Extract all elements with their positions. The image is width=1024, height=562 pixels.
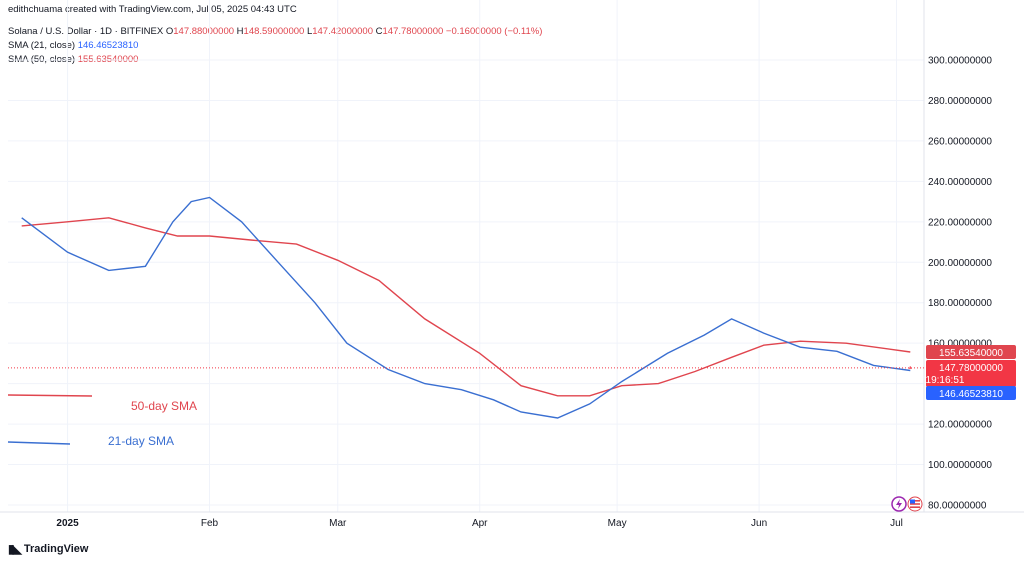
svg-text:155.63540000: 155.63540000 [939,348,1003,359]
gridlines [8,0,924,512]
x-tick-label: Feb [201,518,219,529]
attribution: edithchuama created with TradingView.com… [8,4,297,15]
y-tick-label: 220.00000000 [928,217,992,228]
x-tick-label: Jun [751,518,767,529]
price-tag-sma50: 155.63540000 [926,345,1016,359]
price-axis: 80.00000000100.00000000120.00000000140.0… [928,56,992,512]
symbol-label[interactable]: Solana / U.S. Dollar · 1D · BITFINEX [8,26,164,37]
x-tick-label: Apr [472,518,488,529]
ohlc-close: C147.78000000 [375,26,444,37]
svg-text:147.78000000: 147.78000000 [939,363,1003,374]
price-tag-last: 147.78000000 19:16:51 [926,360,1016,387]
symbol-ohlc-line: Solana / U.S. Dollar · 1D · BITFINEX O14… [8,26,542,37]
svg-text:146.46523810: 146.46523810 [939,389,1003,400]
y-tick-label: 80.00000000 [928,501,987,512]
y-tick-label: 300.00000000 [928,56,992,67]
sma21-legend[interactable]: SMA (21, close) 146.46523810 [8,40,139,51]
us-flag-icon[interactable] [907,496,923,512]
tradingview-logo-icon: ▮◣ [8,542,22,556]
tradingview-brand: TradingView [23,543,89,555]
y-tick-label: 280.00000000 [928,96,992,107]
y-tick-label: 240.00000000 [928,177,992,188]
sma50-line [21,217,911,397]
x-tick-label: Mar [329,518,347,529]
ohlc-change: −0.16000000 (−0.11%) [445,26,543,37]
time-axis: 2025 Feb Mar Apr May Jun Jul [56,518,903,529]
ohlc-high: H148.59000000 [236,26,305,37]
sma21-line [21,196,911,419]
x-tick-label: Jul [890,518,903,529]
y-tick-label: 120.00000000 [928,420,992,431]
x-tick-label: May [608,518,627,529]
candles [908,366,912,369]
y-tick-label: 260.00000000 [928,136,992,147]
annotation-sma21-label: 21-day SMA [108,434,174,448]
y-tick-label: 100.00000000 [928,460,992,471]
ohlc-low: L147.42000000 [306,26,373,37]
annotation-sma21: 21-day SMA [7,434,174,448]
annotation-sma50-label: 50-day SMA [131,399,197,413]
y-tick-label: 160.00000000 [928,339,992,350]
price-tag-sma21: 146.46523810 [926,386,1016,400]
y-tick-label: 180.00000000 [928,298,992,309]
tradingview-logo[interactable]: ▮◣ TradingView [8,542,88,556]
lightning-icon[interactable] [891,496,907,512]
countdown: 19:16:51 [926,375,965,386]
x-tick-label: 2025 [56,518,79,529]
candle [908,366,912,369]
y-tick-label: 200.00000000 [928,258,992,269]
candle-body [908,367,912,369]
ohlc-open: O147.88000000 [165,26,235,37]
annotation-sma50: 50-day SMA [7,394,197,413]
